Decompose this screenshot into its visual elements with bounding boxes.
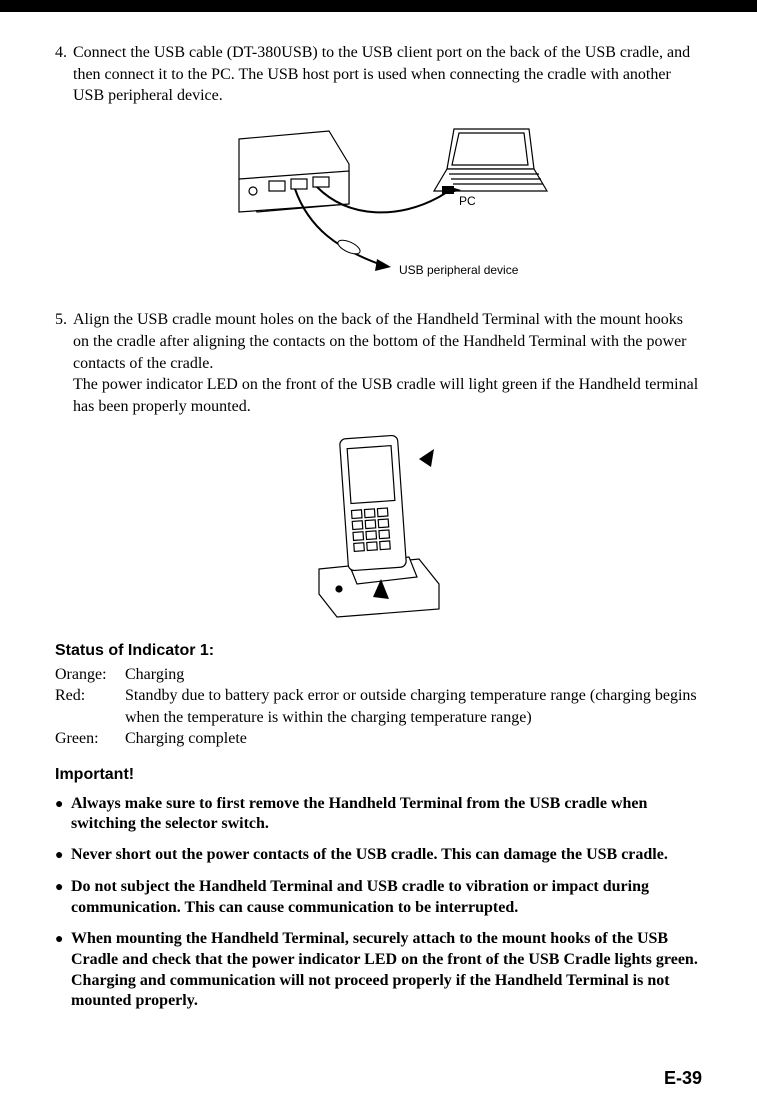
- status-label: Orange:: [55, 664, 125, 686]
- important-list: ●Always make sure to first remove the Ha…: [55, 794, 702, 1013]
- figure-terminal-cradle: [55, 429, 702, 626]
- bullet-icon: ●: [55, 877, 71, 919]
- status-table: Orange: Charging Red: Standby due to bat…: [55, 664, 702, 750]
- bullet-icon: ●: [55, 929, 71, 1012]
- important-text: Always make sure to first remove the Han…: [71, 794, 702, 836]
- step-5: 5. Align the USB cradle mount holes on t…: [55, 309, 702, 417]
- page-number: E-39: [664, 1066, 702, 1090]
- step-4-number: 4.: [55, 42, 73, 107]
- status-label: Green:: [55, 728, 125, 750]
- important-item: ●Do not subject the Handheld Terminal an…: [55, 877, 702, 919]
- usb-peripheral-label: USB peripheral device: [399, 263, 519, 277]
- important-heading: Important!: [55, 764, 702, 786]
- important-text: Never short out the power contacts of th…: [71, 845, 668, 867]
- status-desc: Standby due to battery pack error or out…: [125, 685, 702, 728]
- pc-label: PC: [459, 194, 476, 208]
- page-content: 4. Connect the USB cable (DT-380USB) to …: [0, 12, 757, 1012]
- terminal-cradle-svg: [289, 429, 469, 619]
- important-text: When mounting the Handheld Terminal, sec…: [71, 929, 702, 1012]
- status-desc: Charging: [125, 664, 702, 686]
- top-black-bar: [0, 0, 757, 12]
- step-4: 4. Connect the USB cable (DT-380USB) to …: [55, 42, 702, 107]
- status-row-green: Green: Charging complete: [55, 728, 702, 750]
- figure-cradle-pc: PC USB peripheral device: [55, 119, 702, 296]
- status-heading: Status of Indicator 1:: [55, 640, 702, 662]
- status-desc: Charging complete: [125, 728, 702, 750]
- important-item: ●Always make sure to first remove the Ha…: [55, 794, 702, 836]
- step-5-number: 5.: [55, 309, 73, 417]
- status-row-red: Red: Standby due to battery pack error o…: [55, 685, 702, 728]
- cradle-pc-svg: PC USB peripheral device: [199, 119, 559, 289]
- step-4-text: Connect the USB cable (DT-380USB) to the…: [73, 42, 702, 107]
- status-row-orange: Orange: Charging: [55, 664, 702, 686]
- bullet-icon: ●: [55, 845, 71, 867]
- status-label: Red:: [55, 685, 125, 728]
- important-text: Do not subject the Handheld Terminal and…: [71, 877, 702, 919]
- important-item: ●When mounting the Handheld Terminal, se…: [55, 929, 702, 1012]
- important-item: ●Never short out the power contacts of t…: [55, 845, 702, 867]
- bullet-icon: ●: [55, 794, 71, 836]
- step-5-text: Align the USB cradle mount holes on the …: [73, 309, 702, 417]
